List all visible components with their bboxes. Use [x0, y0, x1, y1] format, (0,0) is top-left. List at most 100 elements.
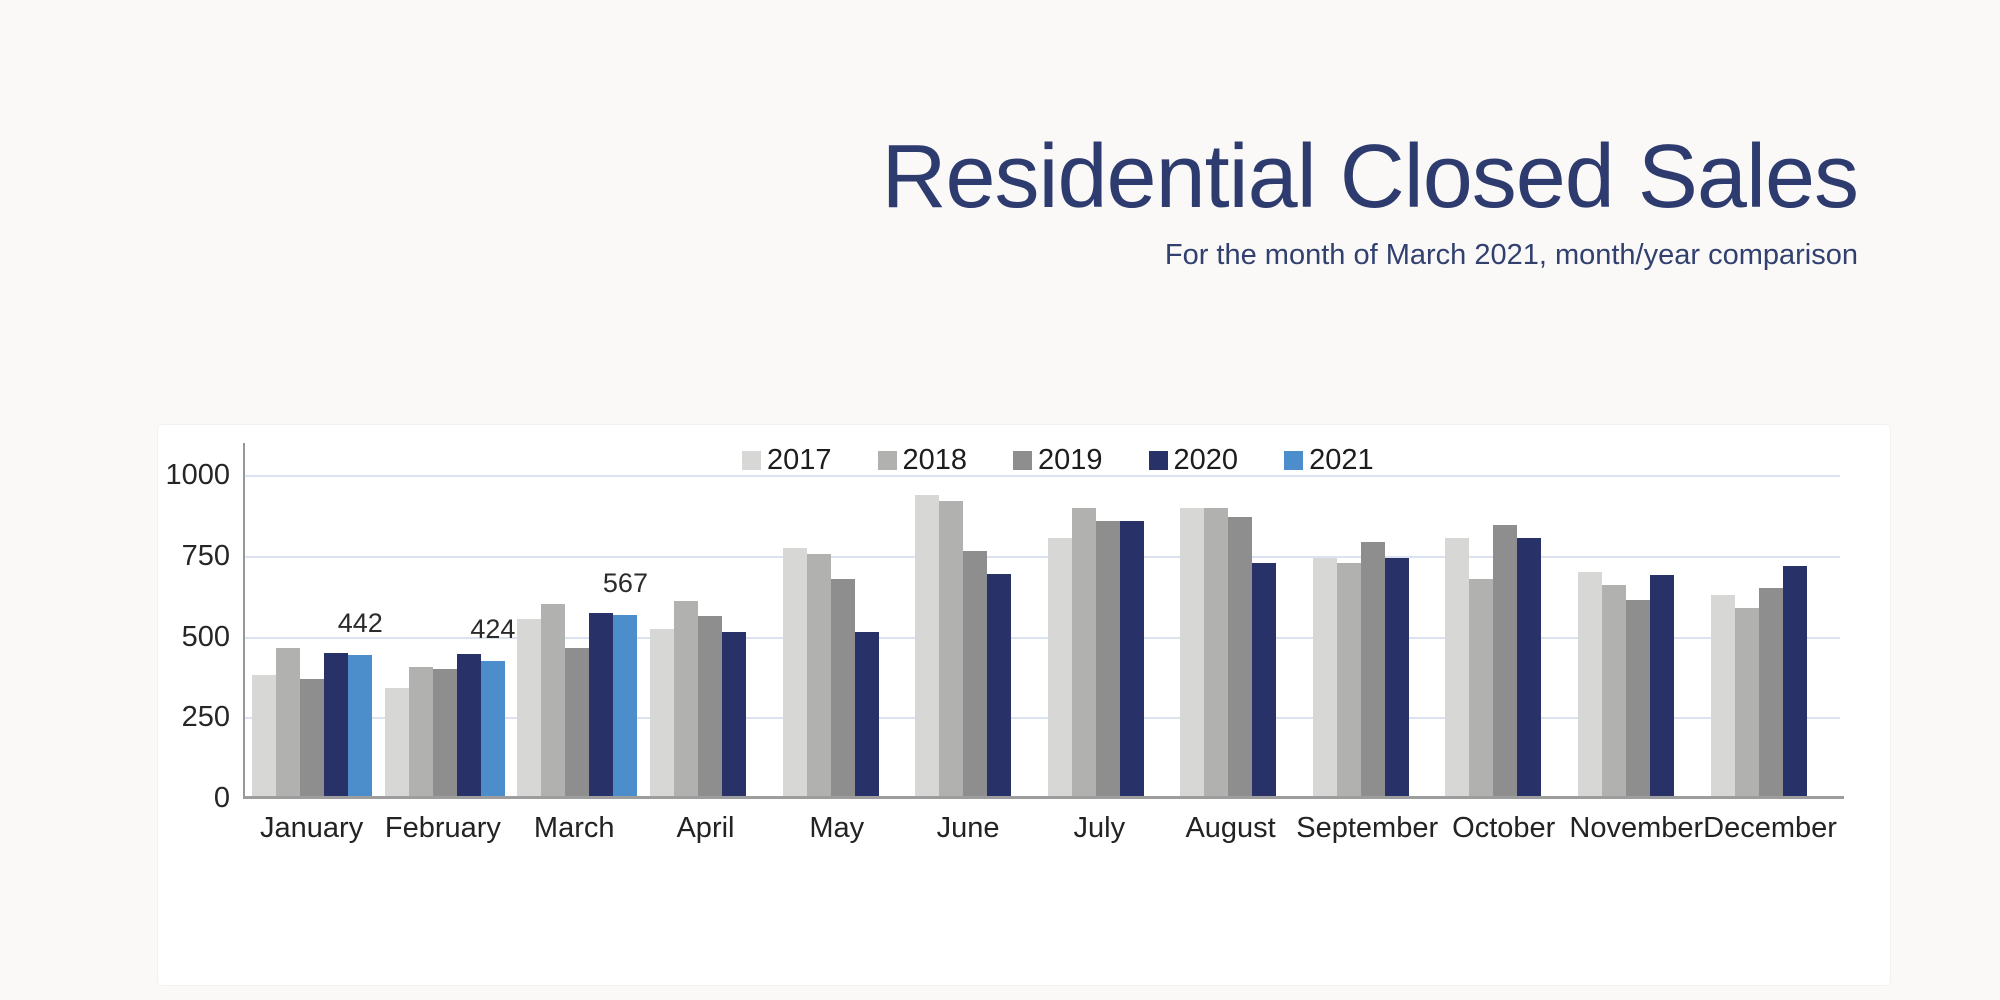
gridline-500: [245, 636, 1840, 639]
bar-2017-september: [1312, 558, 1337, 798]
bar-value-label-february: 424: [470, 614, 516, 644]
bar-2020-may: [854, 632, 879, 798]
legend-label-2019: 2019: [1038, 444, 1103, 476]
y-tick-label-250: 250: [181, 701, 230, 734]
bar-2019-april: [698, 616, 723, 798]
chart-header: Residential Closed Sales For the month o…: [881, 127, 1859, 272]
bar-2017-november: [1578, 572, 1603, 798]
bar-2019-december: [1758, 588, 1783, 798]
x-axis-label-march: March: [533, 812, 615, 844]
legend-label-2021: 2021: [1309, 444, 1374, 476]
x-axis-label-june: June: [936, 812, 1000, 844]
y-axis-line: [243, 443, 245, 798]
legend-item-2019: 2019: [1013, 446, 1103, 475]
bar-2021-january: 442: [338, 608, 383, 798]
x-axis-label-october: October: [1452, 812, 1556, 844]
bar-2019-june: [963, 551, 988, 798]
x-axis-label-february: February: [384, 812, 501, 844]
bar-2019-february: [432, 669, 457, 798]
bar-2017-june: [915, 495, 940, 798]
bar-2021-march: 567: [603, 568, 648, 798]
bar-2020-march: [589, 613, 614, 798]
bar-group-january: 442: [246, 608, 383, 798]
bar-2020-june: [987, 574, 1012, 798]
x-axis-label-december: December: [1703, 812, 1837, 844]
legend-swatch-2018: [877, 451, 897, 470]
bar-2019-may: [830, 579, 855, 798]
bar-2020-october: [1517, 538, 1542, 798]
bar-2020-april: [722, 632, 747, 798]
bar-2017-december: [1710, 595, 1735, 798]
y-tick-label-750: 750: [181, 540, 230, 573]
x-axis-label-september: September: [1296, 812, 1439, 844]
bar-value-label-march: 567: [602, 568, 648, 598]
legend-swatch-2020: [1148, 451, 1168, 470]
bar-group-december: [1704, 566, 1837, 798]
legend-swatch-2017: [742, 451, 761, 470]
page-title: Residential Closed Sales: [881, 127, 1859, 227]
bar-2019-november: [1626, 600, 1651, 798]
bar-2020-august: [1252, 563, 1277, 798]
bar-2018-december: [1734, 608, 1759, 798]
x-axis-line: [243, 796, 1844, 799]
bar-2020-november: [1650, 575, 1675, 798]
bar-2020-january: [324, 653, 349, 798]
legend-label-2017: 2017: [767, 444, 832, 476]
bar-2018-april: [674, 601, 699, 798]
y-tick-label-1000: 1000: [165, 459, 230, 492]
x-axis-label-may: May: [809, 812, 865, 844]
bar-2019-september: [1360, 542, 1385, 798]
legend-item-2018: 2018: [877, 446, 967, 475]
bar-2018-november: [1602, 585, 1627, 798]
legend-swatch-2021: [1284, 451, 1304, 470]
bar-2017-july: [1047, 538, 1072, 798]
legend-item-2017: 2017: [742, 446, 832, 475]
bar-2018-september: [1336, 563, 1361, 798]
x-axis-labels: January February March April May June July Augu…: [246, 812, 1837, 845]
bar-2019-august: [1228, 517, 1253, 798]
bar-2020-february: [456, 654, 481, 798]
bar-group-october: [1439, 525, 1572, 798]
bar-value-label-january: 442: [337, 608, 383, 638]
bar-2018-may: [806, 554, 831, 798]
bar-2019-march: [565, 648, 590, 798]
y-tick-label-0: 0: [213, 782, 230, 814]
bar-2019-october: [1493, 525, 1518, 798]
x-axis-label-january: January: [260, 812, 364, 844]
x-axis-label-july: July: [1073, 812, 1126, 844]
bar-2018-january: [276, 648, 301, 798]
gridline-1000: [245, 475, 1840, 478]
legend-label-2020: 2020: [1173, 444, 1239, 476]
bar-2017-february: [384, 688, 409, 798]
bar-2018-august: [1204, 508, 1229, 798]
x-axis-label-april: April: [676, 812, 735, 844]
bar-group-april: [644, 601, 777, 798]
bar-group-february: 424: [379, 614, 515, 798]
bar-group-august: [1174, 508, 1307, 798]
bar-2020-july: [1119, 521, 1144, 798]
bar-2019-july: [1095, 521, 1120, 798]
plot-area: 442 424 567: [246, 430, 1837, 798]
bar-group-november: [1572, 572, 1705, 798]
x-axis-label-november: November: [1569, 812, 1704, 844]
bar-2017-october: [1445, 538, 1470, 798]
page-subtitle: For the month of March 2021, month/year …: [1164, 238, 1858, 271]
bar-2018-june: [939, 501, 964, 798]
y-tick-label-500: 500: [181, 620, 230, 653]
bar-group-september: [1307, 542, 1440, 798]
bar-2021-february: 424: [470, 614, 515, 798]
gridline-250: [245, 717, 1840, 720]
bar-2019-january: [300, 679, 325, 798]
bar-2018-july: [1071, 508, 1096, 798]
bar-2018-february: [408, 667, 433, 798]
bar-2018-october: [1469, 579, 1494, 798]
bar-group-june: [909, 495, 1042, 798]
x-axis-label-august: August: [1185, 812, 1276, 844]
bar-2017-january: [252, 675, 277, 798]
legend-item-2021: 2021: [1284, 446, 1374, 475]
bar-2020-december: [1782, 566, 1807, 798]
bar-group-july: [1041, 508, 1174, 798]
legend-item-2020: 2020: [1148, 444, 1239, 476]
bar-2017-april: [650, 629, 675, 798]
chart-legend: 2017 2018 2019 2020 2021: [742, 446, 1374, 475]
